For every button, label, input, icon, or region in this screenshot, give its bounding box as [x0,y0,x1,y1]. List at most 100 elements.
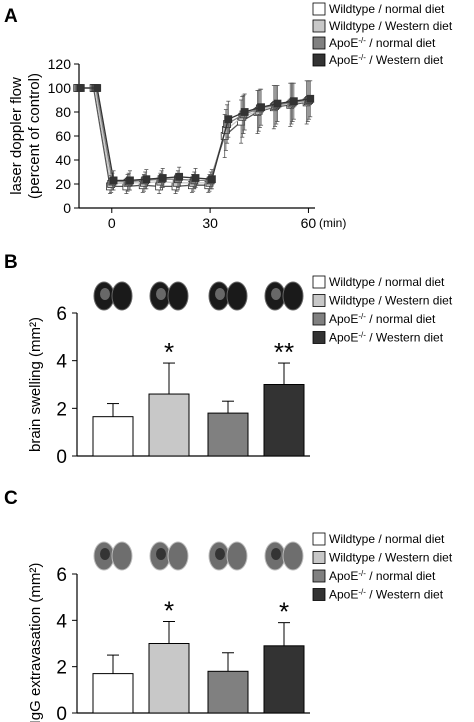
panel-a-legend-label: Wildtype / Western diet [329,19,453,33]
panel-a-x-tick-label: 30 [202,215,218,231]
panel-b-brain-hemisphere-right [167,281,189,311]
panel-c-brain-slice-image [149,541,189,571]
panel-b-brain-slice-image [208,281,248,311]
panel-a-y-tick-label: 40 [55,152,71,168]
panel-a-data-point [93,84,102,92]
panel-a-data-point [158,174,167,182]
panel-c-legend-label: Wildtype / normal diet [329,532,445,546]
panel-c-brain-hemisphere-right [111,541,133,571]
panel-a-y-tick-label: 80 [55,104,71,120]
panel-c-bar [92,673,134,714]
panel-letter-a: A [4,6,18,27]
panel-c-y-tick-label: 0 [56,704,67,722]
panel-a-y-tick-label: 100 [48,80,72,96]
panel-letter-b: B [4,252,18,273]
panel-a-data-point [208,175,216,184]
panel-a-data-point [273,99,282,108]
panel-a-legend-swatch [312,19,326,33]
panel-b-bar [148,393,190,457]
panel-a-y-tick-label: 0 [63,200,71,216]
panel-a-data-point [306,94,315,103]
panel-a-y-axis-label-line2: (percent of control) [26,73,43,199]
panel-a-legend-label: ApoE-/- / normal diet [329,36,436,51]
panel-c-brain-lesion [156,548,166,560]
panel-c-brain-lesion [271,548,281,560]
panel-c-brain-hemisphere-right [167,541,189,571]
panel-b-y-axis-label: brain swelling (mm²) [27,317,44,452]
panel-b-y-tick-label: 2 [56,399,67,420]
panel-b-brain-slice-image [264,281,304,311]
panel-a-x-axis-unit: (min) [319,216,346,230]
panel-a-data-point [175,172,184,181]
panel-b-legend-label: ApoE-/- / Western diet [329,330,444,345]
panel-a-x-tick-label: 60 [301,215,317,231]
panel-a-data-point [109,176,118,185]
panel-b-brain-hemisphere-right [111,281,133,311]
panel-c-legend-swatch [312,569,326,583]
panel-c-bar [148,643,190,714]
panel-b-brain-lesion [100,288,110,300]
panel-b-legend-label: ApoE-/- / normal diet [329,312,436,327]
panel-c-y-axis-label: IgG extravasation (mm²) [27,563,44,722]
panel-a-data-point [240,108,249,116]
panel-a-data-point [191,174,200,182]
panel-c-bar [207,670,249,714]
panel-b-legend-label: Wildtype / Western diet [329,294,453,308]
panel-b-significance-label: * [164,337,174,367]
panel-a-y-tick-label: 120 [48,56,72,72]
panel-b-legend-swatch [312,331,326,344]
panel-a-x-tick-label: 0 [108,215,116,231]
panel-b-brain-slice-image [93,281,133,311]
panel-b-brain-lesion [271,288,281,300]
panel-b-brain-slice-image [149,281,189,311]
panel-a-legend-label: Wildtype / normal diet [329,2,445,16]
panel-b-legend-swatch [312,275,326,289]
panel-c-brain-slice-image [208,541,248,571]
panel-a-data-point [126,176,134,185]
panel-b-bar [263,384,305,457]
panel-b-bar [207,412,249,457]
panel-c-brain-hemisphere-right [226,541,248,571]
panel-b-brain-lesion [215,288,225,300]
panel-b-y-tick-label: 0 [56,447,67,468]
panel-c-bar-chart: 0 2 4 6 IgG extravasation (mm²) * * Wildtype / … [27,532,453,722]
panel-a-data-point [76,84,85,92]
panel-c-y-tick-label: 6 [56,565,67,586]
panel-b-brain-lesion [156,288,166,300]
panel-c-legend-label: ApoE-/- / Western diet [329,587,444,602]
panel-b-legend-swatch [312,312,326,326]
panel-c-brain-lesion [215,548,225,560]
panel-b-y-tick-label: 4 [56,352,67,373]
panel-c-y-tick-label: 2 [56,658,67,679]
panel-c-brain-slice-image [93,541,133,571]
panel-a-data-point [224,115,233,124]
panel-letter-c: C [4,488,18,509]
panel-c-legend-label: ApoE-/- / normal diet [329,569,436,584]
panel-a-legend-swatch [312,36,326,50]
panel-b-bar [92,416,134,457]
panel-c-brain-slice-image [264,541,304,571]
panel-a-y-axis-label-line1: laser doppler flow [8,77,25,195]
panel-a-y-tick-label: 20 [55,176,71,192]
panel-a-y-tick-label: 60 [55,128,71,144]
panel-c-brain-lesion [100,548,110,560]
panel-c-bar [263,645,305,714]
panel-c-significance-label: * [279,597,289,627]
panel-a-legend-swatch [312,53,326,67]
panel-a-data-point [257,103,265,112]
panel-a-data-point [142,175,151,184]
panel-c-y-tick-label: 4 [56,611,67,632]
panel-b-y-tick-label: 6 [56,304,67,325]
panel-c-brain-hemisphere-right [282,541,304,571]
panel-c-significance-label: * [164,595,174,625]
panel-c-legend-swatch [312,532,326,546]
panel-c-legend-swatch [312,551,326,564]
panel-b-significance-label: ** [274,337,294,367]
panel-a-legend-label: ApoE-/- / Western diet [329,53,444,68]
panel-b-brain-hemisphere-right [282,281,304,311]
panel-b-legend-label: Wildtype / normal diet [329,275,445,289]
panel-b-legend-swatch [312,294,326,307]
panel-c-legend-swatch [312,588,326,601]
